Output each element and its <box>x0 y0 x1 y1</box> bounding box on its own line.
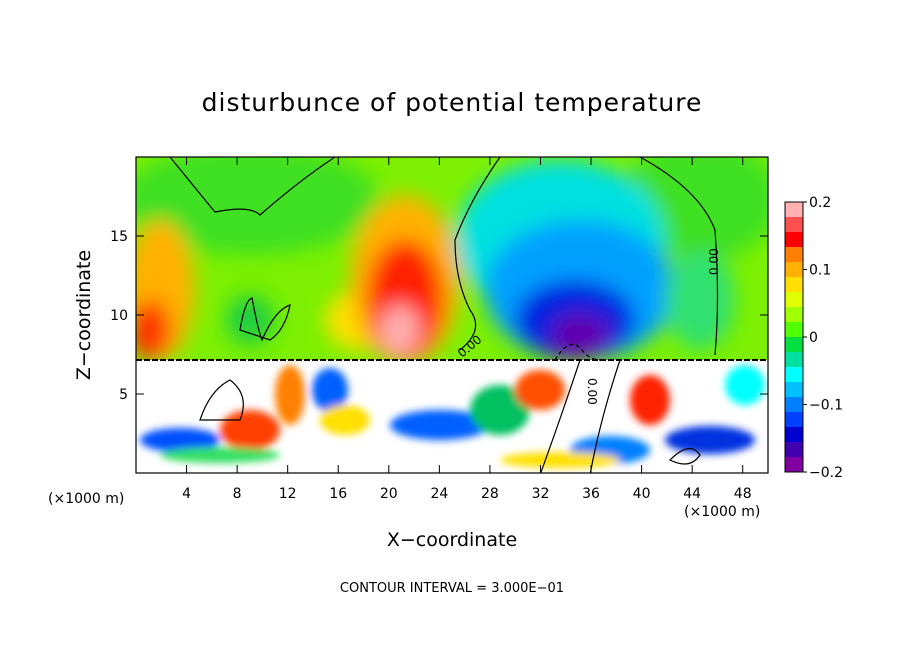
colorbar-swatch <box>785 232 803 248</box>
colorbar-swatch <box>785 427 803 443</box>
colorbar-swatch <box>785 337 803 353</box>
x-tick-label: 16 <box>329 486 347 502</box>
colorbar-swatch <box>785 382 803 398</box>
colorbar-tick-label: 0.1 <box>809 263 831 279</box>
colorbar-swatch <box>785 352 803 368</box>
heatmap-field: 0.00 0.00 0.00 <box>136 157 768 473</box>
x-tick-label: 20 <box>380 486 398 502</box>
z-unit-label: (×1000 m) <box>48 491 124 507</box>
y-tick-label: 5 <box>119 387 128 403</box>
colorbar-swatch <box>785 247 803 263</box>
colorbar <box>785 202 803 473</box>
contour-label: 0.00 <box>585 378 599 405</box>
y-axis: 5 10 15 <box>110 229 768 403</box>
x-tick-label: 28 <box>481 486 499 502</box>
colorbar-tick-label: 0 <box>809 330 818 346</box>
colorbar-tick-label: −0.1 <box>809 398 843 414</box>
colorbar-swatch <box>785 322 803 338</box>
x-tick-label: 8 <box>233 486 242 502</box>
colorbar-swatch <box>785 202 803 218</box>
y-axis-label: Z−coordinate <box>73 250 95 380</box>
x-tick-label: 36 <box>582 486 600 502</box>
x-axis: 4 8 12 16 20 24 28 32 36 40 44 48 <box>182 157 752 502</box>
contour-lines <box>169 157 719 473</box>
x-tick-label: 24 <box>430 486 448 502</box>
colorbar-swatch <box>785 307 803 323</box>
colorbar-swatch <box>785 217 803 233</box>
colorbar-tick-label: 0.2 <box>809 195 831 211</box>
colorbar-swatch <box>785 442 803 458</box>
chart-title: disturbunce of potential temperature <box>202 88 703 117</box>
colorbar-swatch <box>785 262 803 278</box>
x-axis-label: X−coordinate <box>387 529 517 551</box>
x-tick-label: 32 <box>532 486 550 502</box>
colorbar-tick-label: −0.2 <box>809 465 843 481</box>
x-tick-label: 48 <box>734 486 752 502</box>
colorbar-swatch <box>785 292 803 308</box>
colorbar-ticks: 0.2 0.1 0 −0.1 −0.2 <box>803 195 843 481</box>
x-tick-label: 4 <box>182 486 191 502</box>
colorbar-swatch <box>785 397 803 413</box>
colorbar-swatch <box>785 412 803 428</box>
y-tick-label: 10 <box>110 308 128 324</box>
y-tick-label: 15 <box>110 229 128 245</box>
x-tick-label: 40 <box>633 486 651 502</box>
contour-interval-note: CONTOUR INTERVAL = 3.000E−01 <box>340 581 564 596</box>
x-tick-label: 12 <box>279 486 297 502</box>
colorbar-swatch <box>785 367 803 383</box>
x-tick-label: 44 <box>683 486 701 502</box>
contour-label: 0.00 <box>707 248 721 275</box>
colorbar-swatch <box>785 277 803 293</box>
x-unit-label: (×1000 m) <box>684 504 760 520</box>
colorbar-swatch <box>785 457 803 473</box>
lower-field-blobs <box>140 365 765 468</box>
